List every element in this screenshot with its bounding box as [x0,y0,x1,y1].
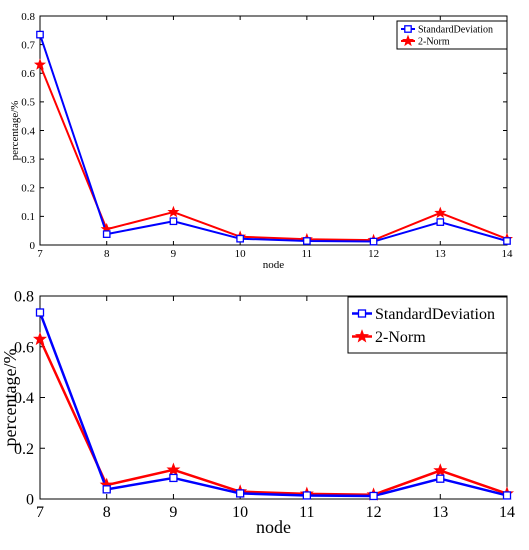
x-tick-label: 11 [302,248,313,260]
y-axis-label: percentage/% [9,101,21,161]
y-tick-label: 0.2 [14,441,34,458]
data-point-standard-deviation [102,230,111,238]
legend-box [347,296,508,354]
series-line-standard-deviation [38,312,508,498]
y-tick-label: 0.8 [14,289,34,306]
x-tick-label: 9 [171,248,177,260]
legend-entry-label: 2-Norm [418,37,450,48]
chart-panel-1: 7 8 9 10 11 12 13 14 0 0.1 0.2 0.3 0.4 0.5 0.6 0.7 0.8 no… [9,11,514,271]
x-tick-label: 11 [299,504,314,521]
data-point-standard-deviation [169,217,178,226]
data-point-standard-deviation [503,237,511,245]
data-point-standard-deviation [303,237,311,245]
data-point-standard-deviation [436,218,445,226]
legend-marker-star-icon [401,34,415,47]
legend-marker-square-icon [404,25,412,33]
series-line-2-norm [38,338,508,496]
y-tick-label: 0 [26,492,34,509]
data-point-2-norm [166,462,181,476]
data-point-standard-deviation [36,30,44,39]
x-tick-label: 14 [502,248,514,260]
legend-entry-label: StandardDeviation [418,25,493,36]
x-tick-label: 9 [169,504,177,521]
x-tick-label: 7 [37,248,43,260]
data-point-standard-deviation [35,308,45,317]
data-point-standard-deviation [369,237,378,246]
y-tick-label: 0.5 [21,97,35,109]
y-tick-label: 0 [30,240,36,252]
x-tick-label: 13 [435,248,447,260]
legend-marker-star-icon [354,329,370,343]
y-tick-label: 0.8 [21,11,35,23]
data-point-standard-deviation [369,491,378,501]
x-tick-label: 14 [499,504,515,521]
data-point-2-norm [32,331,48,346]
legend-entry-label: StandardDeviation [375,306,495,323]
plot-frame [39,15,508,246]
y-axis-label: percentage/% [0,349,20,447]
y-tick-label: 0.1 [21,211,35,223]
x-axis-label: node [263,259,285,271]
x-tick-label: 13 [432,504,448,521]
chart-panel-2: 7 8 9 10 11 12 13 14 0 0.2 0.4 0.6 0.8 node percentage… [0,289,515,537]
data-point-standard-deviation [436,474,445,483]
data-point-standard-deviation [169,473,178,483]
legend-box [396,20,508,50]
data-point-standard-deviation [236,234,244,243]
x-axis-label: node [256,517,291,537]
x-tick-label: 10 [232,504,248,521]
x-tick-label: 8 [103,504,111,521]
y-tick-label: 0.4 [21,125,35,137]
data-point-2-norm [433,463,448,477]
x-tick-label: 8 [104,248,110,260]
legend-entry-label: 2-Norm [375,329,426,346]
data-point-standard-deviation [102,485,111,494]
data-point-2-norm [167,205,180,218]
y-tick-label: 0.3 [21,154,35,166]
data-point-standard-deviation [235,489,245,498]
x-tick-label: 7 [36,504,44,521]
x-tick-label: 12 [368,248,379,260]
series-line-2-norm [39,64,508,242]
data-point-2-norm [434,206,447,219]
y-tick-label: 0.7 [21,39,35,51]
data-point-standard-deviation [302,491,312,500]
data-point-standard-deviation [502,491,512,500]
legend: StandardDeviation 2-Norm [347,296,508,354]
series-line-standard-deviation [39,34,508,243]
y-tick-label: 0.6 [14,339,34,356]
x-tick-label: 10 [235,248,247,260]
x-tick-label: 12 [366,504,382,521]
y-tick-label: 0.2 [21,183,35,195]
data-point-2-norm [33,58,47,70]
y-tick-label: 0.6 [21,68,35,80]
legend-marker-square-icon [357,309,367,318]
y-tick-label: 0.4 [14,390,34,407]
